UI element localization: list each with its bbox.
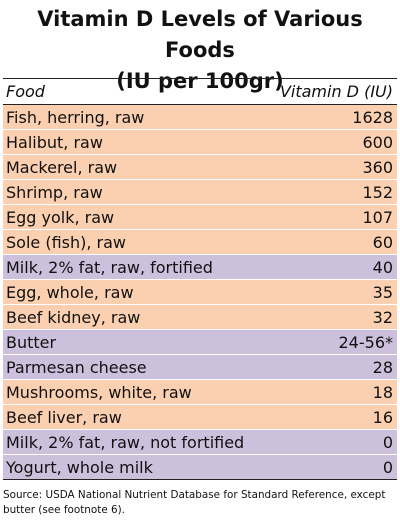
table-row: Egg, whole, raw 35 (3, 280, 397, 305)
food-name: Egg, whole, raw (6, 282, 134, 302)
food-name: Egg yolk, raw (6, 207, 115, 227)
food-name: Yogurt, whole milk (6, 457, 153, 477)
table-row: Milk, 2% fat, raw, not fortified 0 (3, 430, 397, 455)
table-row: Parmesan cheese 28 (3, 355, 397, 380)
food-name: Halibut, raw (6, 132, 103, 152)
vitamin-d-value: 0 (382, 432, 393, 452)
vitamin-d-value: 1628 (352, 107, 393, 127)
vitamin-d-value: 16 (372, 407, 393, 427)
table-row: Butter 24-56* (3, 330, 397, 355)
food-name: Beef liver, raw (6, 407, 122, 427)
vitamin-d-value: 18 (372, 382, 393, 402)
food-name: Beef kidney, raw (6, 307, 141, 327)
vitamin-d-value: 107 (362, 207, 393, 227)
table-header: Food Vitamin D (IU) (3, 78, 397, 105)
food-name: Milk, 2% fat, raw, fortified (6, 257, 213, 277)
table-row: Milk, 2% fat, raw, fortified 40 (3, 255, 397, 280)
vitamin-d-value: 0 (382, 457, 393, 477)
title-line-1: Vitamin D Levels of Various Foods (37, 7, 363, 62)
food-name: Shrimp, raw (6, 182, 103, 202)
vitamin-d-value: 152 (362, 182, 393, 202)
table-row: Egg yolk, raw 107 (3, 205, 397, 230)
table-row: Fish, herring, raw 1628 (3, 105, 397, 130)
table-row: Sole (fish), raw 60 (3, 230, 397, 255)
vitamin-d-value: 28 (372, 357, 393, 377)
food-name: Sole (fish), raw (6, 232, 126, 252)
vitamin-d-value: 60 (372, 232, 393, 252)
food-name: Fish, herring, raw (6, 107, 145, 127)
table-row: Shrimp, raw 152 (3, 180, 397, 205)
vitamin-d-value: 24-56* (338, 332, 394, 352)
table-body: Fish, herring, raw 1628 Halibut, raw 600 Mac… (3, 105, 397, 480)
vitamin-d-value: 35 (372, 282, 393, 302)
vitamin-d-value: 40 (372, 257, 393, 277)
column-header-food: Food (6, 82, 45, 101)
food-name: Mushrooms, white, raw (6, 382, 192, 402)
vitamin-d-value: 32 (372, 307, 393, 327)
food-name: Mackerel, raw (6, 157, 118, 177)
vitamin-d-value: 600 (362, 132, 393, 152)
food-name: Milk, 2% fat, raw, not fortified (6, 432, 245, 452)
food-name: Butter (6, 332, 57, 352)
chart-title: Vitamin D Levels of Various Foods (IU pe… (0, 4, 400, 97)
table-row: Mushrooms, white, raw 18 (3, 380, 397, 405)
vitamin-d-table: Food Vitamin D (IU) Fish, herring, raw 16… (3, 78, 397, 480)
table-row: Beef kidney, raw 32 (3, 305, 397, 330)
source-note: Source: USDA National Nutrient Database … (3, 489, 386, 516)
title-line-2: (IU per 100gr) (116, 69, 284, 93)
column-header-vitamin-d: Vitamin D (IU) (279, 82, 393, 101)
food-name: Parmesan cheese (6, 357, 147, 377)
table-row: Mackerel, raw 360 (3, 155, 397, 180)
table-row: Halibut, raw 600 (3, 130, 397, 155)
vitamin-d-value: 360 (362, 157, 393, 177)
table-row: Beef liver, raw 16 (3, 405, 397, 430)
table-row: Yogurt, whole milk 0 (3, 455, 397, 480)
